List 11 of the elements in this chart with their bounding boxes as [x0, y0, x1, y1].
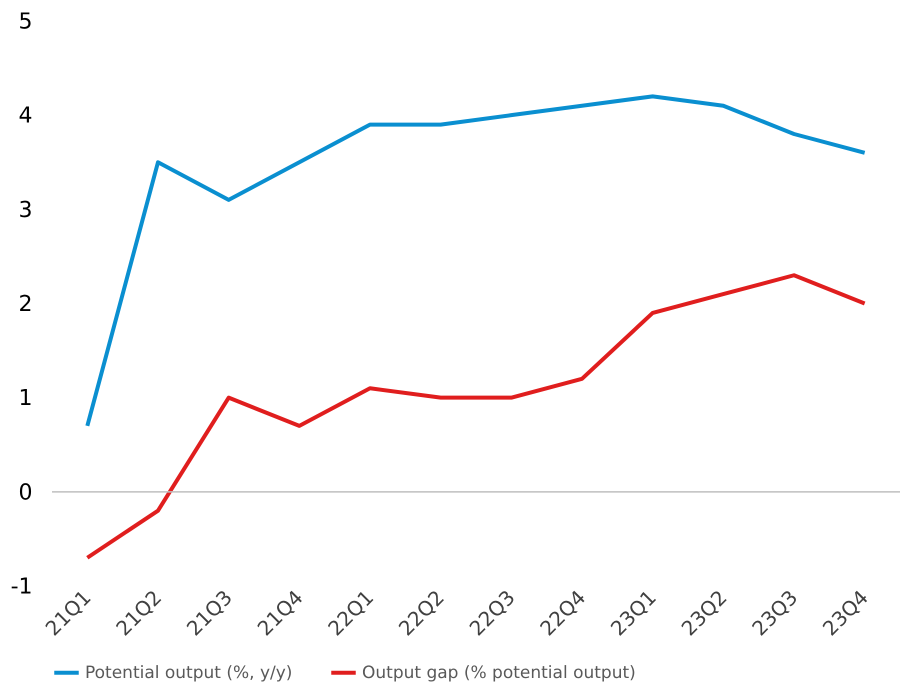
y-tick-label: 4 — [18, 104, 32, 129]
y-tick-label: -1 — [10, 574, 32, 600]
y-tick-label: 2 — [18, 292, 32, 317]
line-series — [85, 94, 867, 428]
legend-label: Potential output (%, y/y) — [85, 662, 292, 683]
y-tick-label: 1 — [18, 386, 32, 412]
y-tick-label: 0 — [18, 480, 32, 506]
legend-label: Output gap (% potential output) — [362, 662, 636, 683]
line-series — [85, 273, 867, 560]
y-tick-label: 5 — [18, 10, 32, 34]
y-tick-label: 3 — [18, 198, 32, 223]
